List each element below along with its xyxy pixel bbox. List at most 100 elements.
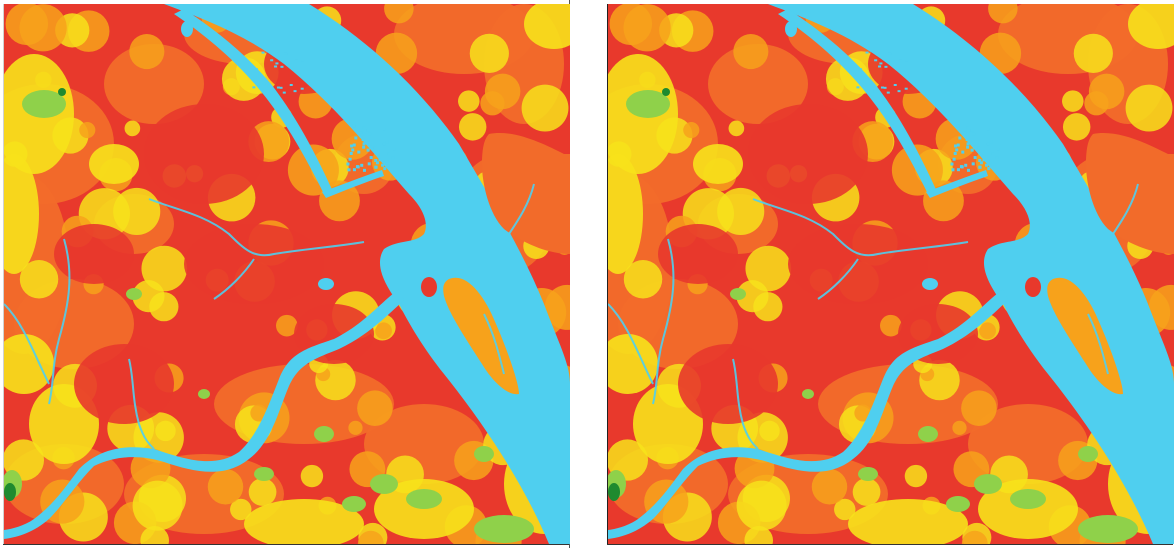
zone-very-low: [974, 474, 1002, 494]
zone-medium: [79, 121, 96, 139]
dock-block: [382, 127, 386, 131]
dock-block: [280, 65, 284, 68]
zone-low: [1062, 90, 1084, 112]
zone-low: [89, 144, 139, 184]
canal-line: [148, 198, 365, 257]
dock-block: [375, 161, 379, 165]
zone-very-low: [1010, 489, 1046, 509]
zone-medium: [480, 91, 505, 116]
dock-block: [362, 168, 366, 172]
zone-low: [904, 464, 928, 488]
dock-block: [366, 148, 370, 152]
pond: [785, 21, 797, 37]
canal-line: [732, 358, 759, 450]
dock-block: [878, 65, 882, 68]
thin-waterways: [608, 183, 1139, 450]
heat-map-left: [4, 4, 570, 544]
dock-block: [953, 151, 957, 155]
zone-medium: [544, 284, 570, 330]
dock-block: [856, 86, 860, 89]
dock-block: [977, 146, 981, 150]
dock-block: [952, 157, 956, 161]
canal-line: [1087, 313, 1109, 375]
canal-line: [652, 238, 675, 405]
zone-medium: [384, 4, 414, 24]
dock-block: [859, 68, 863, 71]
dock-block: [955, 148, 959, 152]
zone-very-low: [22, 90, 66, 118]
zone-very-low: [198, 389, 210, 399]
zone-very-low: [858, 467, 878, 481]
zone-very-low: [406, 489, 442, 509]
dock-block: [266, 90, 270, 93]
dock-block: [349, 151, 353, 155]
zone-very-low: [314, 426, 334, 442]
north-canal: [174, 9, 334, 194]
pond: [318, 278, 334, 290]
dock-block: [352, 124, 356, 128]
zone-very-high: [678, 344, 778, 424]
dock-block: [865, 51, 869, 54]
east-canal: [926, 170, 988, 198]
dock-block: [293, 90, 297, 93]
dock-block: [350, 144, 354, 148]
dock-block: [361, 138, 365, 142]
dock-block: [274, 65, 278, 68]
dock-block: [961, 150, 965, 154]
island-south: [1047, 277, 1123, 395]
zone-low: [736, 480, 787, 531]
zone-low: [469, 33, 509, 73]
zone-low: [693, 144, 743, 184]
zone-very-low: [342, 496, 366, 512]
canal-line: [48, 238, 71, 405]
zone-very-low: [626, 90, 670, 118]
dock-block: [964, 163, 968, 167]
dock-block: [874, 59, 878, 62]
main-river: [164, 4, 570, 544]
canal-line: [752, 198, 969, 257]
dock-block: [282, 91, 286, 94]
dock-block: [346, 162, 350, 166]
dock-block: [261, 51, 265, 54]
dock-block: [378, 158, 382, 162]
dock-block: [360, 163, 364, 167]
dock-block: [888, 52, 892, 55]
dock-block: [276, 86, 280, 89]
zone-low: [1073, 33, 1113, 73]
zone-low: [744, 526, 774, 544]
dock-block: [362, 142, 366, 146]
dock-block: [956, 168, 960, 172]
dock-block: [392, 147, 396, 151]
dock-block: [387, 152, 391, 156]
zone-low: [717, 187, 765, 236]
dock-structures: [252, 51, 396, 172]
zone-medium: [854, 404, 872, 422]
dock-block: [368, 132, 372, 136]
panel-gutter: [569, 0, 607, 548]
zone-very-low: [1078, 515, 1138, 543]
dock-block: [301, 59, 305, 62]
zone-low: [244, 499, 364, 544]
zone-medium: [988, 4, 1018, 24]
canal-line: [608, 303, 654, 385]
heat-zones: [4, 4, 570, 544]
dock-block: [262, 83, 266, 86]
dock-block: [979, 161, 983, 165]
dock-block: [362, 126, 366, 130]
dock-block: [348, 157, 352, 161]
thin-waterways: [4, 183, 535, 450]
zone-medium: [375, 322, 392, 340]
dock-block: [996, 147, 1000, 151]
zone-medium: [952, 420, 967, 435]
zone-low: [759, 420, 780, 442]
zone-low: [848, 499, 968, 544]
zone-very-low: [1078, 446, 1098, 462]
dock-block: [879, 62, 883, 65]
dock-block: [898, 59, 902, 62]
zone-low: [458, 90, 480, 112]
dock-block: [289, 83, 293, 86]
canal-line: [4, 303, 50, 385]
dock-block: [255, 68, 259, 71]
dock-block: [966, 142, 970, 146]
zone-low: [834, 498, 856, 521]
